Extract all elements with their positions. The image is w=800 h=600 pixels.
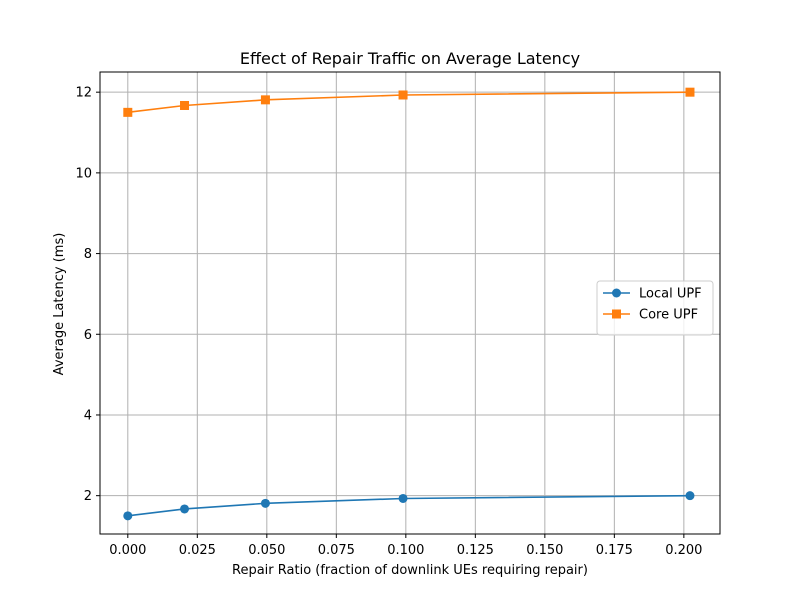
x-tick-label: 0.175 xyxy=(596,543,633,558)
series-line-core-upf xyxy=(127,91,690,114)
legend-marker-core-upf xyxy=(612,309,621,319)
x-tick-label: 0.200 xyxy=(665,543,702,558)
series-local-upf xyxy=(123,491,695,521)
y-tick-label: 4 xyxy=(84,408,92,423)
x-tick-label: 0.150 xyxy=(526,543,563,558)
x-tick-label: 0.125 xyxy=(457,543,494,558)
x-tick-label: 0.000 xyxy=(109,543,146,558)
data-point-core-upf xyxy=(398,90,408,100)
data-point-local-upf xyxy=(123,511,133,521)
ticks: 0.000 0.025 0.050 0.075 0.100 0.125 0.150 0.175… xyxy=(75,86,702,558)
grid xyxy=(100,72,720,534)
series-group xyxy=(123,87,695,521)
y-tick-label: 10 xyxy=(75,166,92,181)
y-tick-label: 12 xyxy=(75,86,92,101)
x-tick-label: 0.100 xyxy=(387,543,424,558)
x-tick-label: 0.050 xyxy=(248,543,285,558)
y-tick-label: 2 xyxy=(84,489,92,504)
plot-frame xyxy=(99,71,721,535)
data-point-local-upf xyxy=(180,504,190,514)
data-point-core-upf xyxy=(180,100,190,110)
data-point-core-upf xyxy=(685,87,695,97)
data-point-local-upf xyxy=(260,498,270,508)
legend-label-local-upf: Local UPF xyxy=(639,287,702,302)
x-tick-label: 0.075 xyxy=(318,543,355,558)
data-point-local-upf xyxy=(685,491,695,501)
series-core-upf xyxy=(123,87,695,117)
legend-marker-local-upf xyxy=(612,288,621,298)
series-line-local-upf xyxy=(127,494,690,517)
legend: Local UPF Core UPF xyxy=(596,280,714,336)
chart-title: Effect of Repair Traffic on Average Late… xyxy=(240,49,580,68)
data-point-core-upf xyxy=(260,95,270,105)
data-point-core-upf xyxy=(123,107,133,117)
legend-label-core-upf: Core UPF xyxy=(639,308,698,323)
y-tick-label: 8 xyxy=(84,247,92,262)
y-axis-label: Average Latency (ms) xyxy=(52,233,67,376)
y-tick-label: 6 xyxy=(84,328,92,343)
x-tick-label: 0.025 xyxy=(179,543,216,558)
data-point-local-upf xyxy=(398,493,408,503)
legend-box xyxy=(596,280,714,336)
x-axis-label: Repair Ratio (fraction of downlink UEs r… xyxy=(232,563,588,578)
